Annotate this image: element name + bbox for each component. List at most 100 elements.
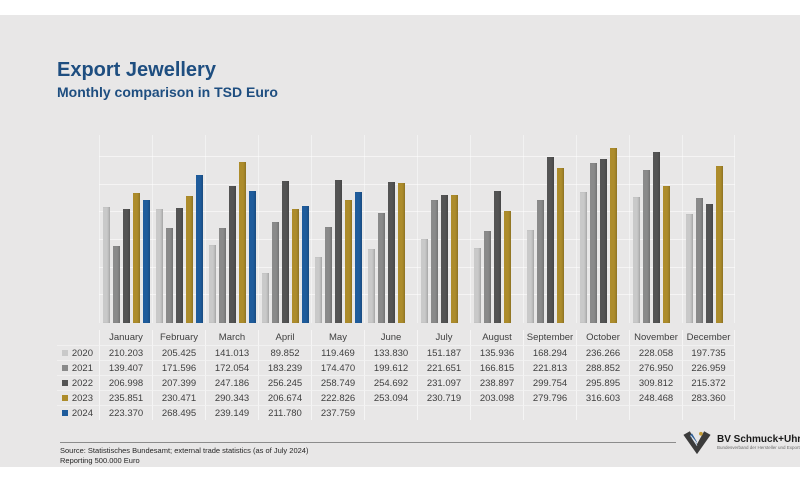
value-2022-september: 299.754	[523, 375, 576, 390]
chart-column-october	[576, 135, 629, 323]
value-2022-july: 231.097	[417, 375, 470, 390]
value-2023-february: 230.471	[152, 390, 205, 405]
bar-2020-october	[580, 192, 587, 323]
legend-item-2023: 2023	[57, 390, 99, 405]
bar-2020-may	[315, 256, 322, 323]
value-2020-june: 133.830	[364, 345, 417, 360]
value-2021-october: 288.852	[576, 360, 629, 375]
value-2023-october: 316.603	[576, 390, 629, 405]
value-2022-november: 309.812	[629, 375, 682, 390]
chart-column-september	[523, 135, 576, 323]
value-2020-may: 119.469	[311, 345, 364, 360]
bar-2023-october	[610, 147, 617, 323]
value-2023-august: 203.098	[470, 390, 523, 405]
bar-2024-january	[143, 199, 150, 323]
chart-columns	[99, 135, 735, 323]
value-2020-october: 236.266	[576, 345, 629, 360]
value-2022-february: 207.399	[152, 375, 205, 390]
bar-2021-november	[643, 169, 650, 323]
chart-column-march	[205, 135, 258, 323]
logo-name: BV Schmuck+Uhren	[717, 433, 800, 445]
bar-2021-august	[484, 230, 491, 323]
bar-2023-july	[451, 195, 458, 323]
value-2022-january: 206.998	[99, 375, 152, 390]
month-header-july: July	[417, 330, 470, 345]
footer-divider	[60, 442, 676, 443]
chart-column-june	[364, 135, 417, 323]
chart-column-july	[417, 135, 470, 323]
value-2023-november: 248.468	[629, 390, 682, 405]
legend-year-label-2023: 2023	[71, 392, 93, 404]
month-header-may: May	[311, 330, 364, 345]
month-header-march: March	[205, 330, 258, 345]
legend-item-2021: 2021	[57, 360, 99, 375]
bar-2024-may	[355, 191, 362, 323]
bar-2023-june	[398, 183, 405, 323]
footer-source-block: Source: Statistisches Bundesamt; externa…	[60, 446, 308, 466]
bar-2022-december	[706, 203, 713, 323]
value-2023-january: 235.851	[99, 390, 152, 405]
value-2020-july: 151.187	[417, 345, 470, 360]
bar-2020-june	[368, 249, 375, 323]
data-table: January February March April May June July Augu…	[57, 330, 735, 420]
table-corner-cell	[57, 330, 99, 345]
value-2022-june: 254.692	[364, 375, 417, 390]
value-2022-december: 215.372	[682, 375, 735, 390]
value-2024-october	[576, 405, 629, 420]
legend-year-label-2020: 2020	[71, 347, 93, 359]
bar-2021-january	[113, 245, 120, 323]
bar-2023-may	[345, 199, 352, 323]
month-header-november: November	[629, 330, 682, 345]
bar-2020-april	[262, 273, 269, 323]
value-2023-december: 283.360	[682, 390, 735, 405]
value-2020-september: 168.294	[523, 345, 576, 360]
logo-text-block: BV Schmuck+Uhren Bundesverband der Herst…	[717, 434, 800, 451]
value-2020-march: 141.013	[205, 345, 258, 360]
bar-2021-june	[378, 212, 385, 323]
month-header-december: December	[682, 330, 735, 345]
bar-2024-february	[196, 174, 203, 323]
legend-swatch-2021	[61, 365, 68, 371]
bar-2022-august	[494, 190, 501, 323]
month-header-august: August	[470, 330, 523, 345]
legend-swatch-2020	[61, 350, 68, 356]
legend-swatch-2024	[61, 410, 68, 416]
bar-2020-august	[474, 247, 481, 323]
value-2024-december	[682, 405, 735, 420]
legend-swatch-2022	[61, 380, 68, 386]
bar-2022-january	[123, 208, 130, 323]
page-subtitle: Monthly comparison in TSD Euro	[57, 84, 278, 100]
page-title: Export Jewellery	[57, 59, 216, 81]
legend-item-2020: 2020	[57, 345, 99, 360]
legend-item-2024: 2024	[57, 405, 99, 420]
value-2022-march: 247.186	[205, 375, 258, 390]
value-2020-november: 228.058	[629, 345, 682, 360]
bar-2023-january	[133, 192, 140, 323]
value-2023-april: 206.674	[258, 390, 311, 405]
value-2020-december: 197.735	[682, 345, 735, 360]
bar-2023-november	[663, 185, 670, 323]
company-logo: BV Schmuck+Uhren Bundesverband der Herst…	[682, 429, 800, 455]
chart-column-december	[682, 135, 735, 323]
value-2023-june: 253.094	[364, 390, 417, 405]
bar-2022-february	[176, 208, 183, 323]
bar-2023-february	[186, 195, 193, 323]
value-2024-july	[417, 405, 470, 420]
bar-2021-may	[325, 226, 332, 323]
month-header-february: February	[152, 330, 205, 345]
bar-2023-september	[557, 168, 564, 323]
bar-chart	[99, 135, 735, 323]
chart-column-august	[470, 135, 523, 323]
value-2024-february: 268.495	[152, 405, 205, 420]
bar-2021-february	[166, 228, 173, 323]
value-2020-august: 135.936	[470, 345, 523, 360]
bar-2022-april	[282, 181, 289, 323]
bv-logo-mark-icon	[683, 431, 711, 455]
bar-2021-september	[537, 200, 544, 323]
title-block: Export Jewellery Monthly comparison in T…	[57, 58, 278, 101]
bar-2023-august	[504, 210, 511, 323]
bar-2020-march	[209, 245, 216, 323]
legend-year-label-2022: 2022	[71, 377, 93, 389]
bar-2021-december	[696, 197, 703, 323]
value-2021-august: 166.815	[470, 360, 523, 375]
